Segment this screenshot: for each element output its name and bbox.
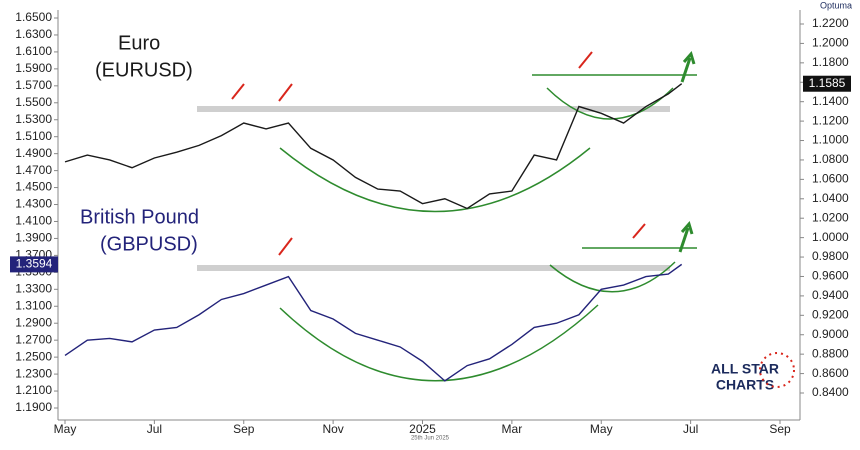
brand-ring bbox=[759, 352, 795, 388]
y2-tick-label: 1.1200 bbox=[812, 113, 849, 127]
annotation: Euro bbox=[118, 32, 160, 54]
y2-tick-label: 0.9600 bbox=[812, 269, 849, 283]
y-tick-label: 1.4100 bbox=[15, 214, 52, 228]
y2-tick-label: 1.0000 bbox=[812, 230, 849, 244]
y-tick-label: 1.5100 bbox=[15, 129, 52, 143]
y-tick-label: 1.6300 bbox=[15, 27, 52, 41]
y2-tick-label: 0.9000 bbox=[812, 327, 849, 341]
price-tag bbox=[10, 256, 58, 273]
green-arrows bbox=[678, 50, 696, 253]
annotation: (EURUSD) bbox=[95, 59, 193, 81]
y-tick-label: 1.3900 bbox=[15, 231, 52, 245]
price-tag-label: 1.1585 bbox=[809, 76, 846, 90]
brand: CHARTS bbox=[716, 377, 774, 393]
x-tick-label: May bbox=[590, 422, 613, 436]
y-tick-label: 1.5700 bbox=[15, 78, 52, 92]
y-tick-label: 1.4900 bbox=[15, 146, 52, 160]
red-arrows bbox=[231, 51, 646, 256]
gbp-small-arc bbox=[549, 261, 676, 293]
y2-tick-label: 0.9800 bbox=[812, 249, 849, 263]
y-tick-label: 1.5900 bbox=[15, 61, 52, 75]
y2-tick-label: 1.1400 bbox=[812, 94, 849, 108]
y2-tick-label: 1.1000 bbox=[812, 133, 849, 147]
y-tick-label: 1.4300 bbox=[15, 197, 52, 211]
euro-base-arc bbox=[279, 147, 591, 213]
y2-tick-label: 1.0800 bbox=[812, 152, 849, 166]
x-tick-label: Mar bbox=[502, 422, 523, 436]
y2-tick-label: 1.0200 bbox=[812, 210, 849, 224]
x-tick-label: May bbox=[54, 422, 77, 436]
y2-tick-label: 0.9400 bbox=[812, 288, 849, 302]
price-tag-label: 1.3594 bbox=[16, 257, 53, 271]
annotation: (GBPUSD) bbox=[100, 233, 198, 255]
x-tick-label: Sep bbox=[769, 422, 791, 436]
y2-tick-label: 1.2000 bbox=[812, 36, 849, 50]
y-tick-label: 1.6500 bbox=[15, 10, 52, 24]
y-tick-label: 1.2300 bbox=[15, 366, 52, 380]
source: Optuma bbox=[820, 0, 852, 10]
price-tag bbox=[803, 75, 851, 92]
annotation: British Pound bbox=[80, 206, 199, 228]
x-tick-label: Sep bbox=[233, 422, 255, 436]
gbp-base-arc bbox=[279, 304, 599, 382]
y-tick-label: 1.2100 bbox=[15, 383, 52, 397]
y-tick-label: 1.6100 bbox=[15, 44, 52, 58]
price-line bbox=[64, 83, 683, 210]
y-tick-label: 1.1900 bbox=[15, 400, 52, 414]
brand: ALL STAR bbox=[711, 361, 779, 377]
y2-tick-label: 0.8400 bbox=[812, 385, 849, 399]
gbp-band bbox=[197, 265, 670, 271]
y-tick-label: 1.3300 bbox=[15, 281, 52, 295]
x-tick-label: Nov bbox=[322, 422, 343, 436]
y-tick-label: 1.4500 bbox=[15, 180, 52, 194]
y-tick-label: 1.2900 bbox=[15, 315, 52, 329]
y-tick-label: 1.2700 bbox=[15, 332, 52, 346]
y-tick-label: 1.5500 bbox=[15, 95, 52, 109]
y2-tick-label: 0.9200 bbox=[812, 307, 849, 321]
x-tick-label: Jul bbox=[147, 422, 162, 436]
date-stamp: 25th Jun 2025 bbox=[411, 436, 450, 442]
y-tick-label: 1.3100 bbox=[15, 298, 52, 312]
y2-tick-label: 1.0600 bbox=[812, 172, 849, 186]
y2-tick-label: 0.8600 bbox=[812, 366, 849, 380]
euro-band bbox=[197, 106, 670, 112]
y-tick-label: 1.2500 bbox=[15, 349, 52, 363]
y2-tick-label: 1.0400 bbox=[812, 191, 849, 205]
y-tick-label: 1.4700 bbox=[15, 163, 52, 177]
y2-tick-label: 0.8800 bbox=[812, 346, 849, 360]
price-line bbox=[64, 263, 683, 382]
y2-tick-label: 1.2200 bbox=[812, 16, 849, 30]
x-tick-label: 2025 bbox=[409, 422, 436, 436]
y-tick-label: 1.5300 bbox=[15, 112, 52, 126]
x-tick-label: Jul bbox=[683, 422, 698, 436]
euro-small-arc bbox=[546, 87, 674, 120]
y2-tick-label: 1.1800 bbox=[812, 55, 849, 69]
